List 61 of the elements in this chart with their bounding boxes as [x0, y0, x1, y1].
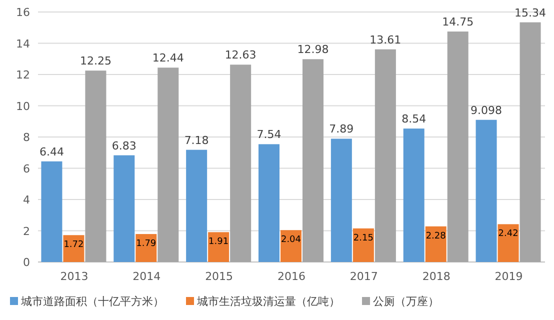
data-label: 1.72	[64, 240, 84, 250]
data-label: 12.25	[80, 54, 112, 68]
bar	[302, 59, 324, 262]
bar	[63, 235, 84, 262]
bar	[186, 150, 208, 262]
data-label: 15.34	[514, 6, 546, 20]
legend-label: 城市道路面积（十亿平方米）	[20, 295, 164, 308]
x-tick-label: 2017	[350, 270, 378, 283]
data-label: 13.61	[370, 33, 402, 46]
bar	[374, 49, 396, 262]
bar	[476, 120, 497, 262]
bar	[280, 230, 302, 262]
data-label: 8.54	[402, 112, 426, 126]
data-label: 14.75	[442, 16, 474, 29]
bar	[41, 161, 62, 262]
x-tick-label: 2019	[494, 270, 523, 283]
bar	[158, 68, 179, 262]
legend-label: 城市生活垃圾清运量（亿吨）	[196, 295, 340, 308]
y-tick-label: 14	[16, 37, 30, 50]
y-tick-label: 4	[23, 194, 30, 206]
bar	[520, 22, 541, 262]
data-label: 2.15	[353, 233, 374, 244]
y-tick-label: 10	[16, 100, 30, 113]
bar	[330, 138, 352, 262]
bar	[208, 232, 230, 262]
x-tick-label: 2013	[60, 270, 88, 283]
y-tick-label: 6	[23, 162, 30, 176]
bar	[403, 128, 424, 262]
data-label: 12.63	[224, 48, 256, 62]
y-tick-label: 0	[23, 256, 30, 269]
bar	[114, 155, 135, 262]
data-label: 2.28	[426, 231, 446, 242]
bar	[447, 32, 468, 262]
data-label: 7.54	[256, 128, 282, 142]
legend-label: 公厕（万座）	[373, 295, 439, 308]
x-tick-label: 2018	[422, 270, 450, 283]
x-tick-label: 2014	[132, 270, 161, 283]
bar	[258, 144, 280, 262]
data-label: 7.18	[184, 134, 209, 147]
bar	[136, 234, 157, 262]
x-tick-label: 2016	[278, 270, 306, 283]
y-tick-label: 2	[23, 224, 30, 238]
y-tick-label: 16	[16, 6, 30, 19]
data-label: 12.98	[297, 43, 329, 56]
data-label: 2.42	[498, 229, 518, 240]
x-tick-label: 2015	[205, 270, 234, 283]
bar	[425, 226, 446, 262]
data-label: 7.89	[329, 122, 354, 136]
bar	[498, 224, 519, 262]
bar	[85, 70, 106, 262]
y-tick-label: 8	[23, 131, 30, 144]
bar	[230, 64, 252, 262]
y-tick-label: 12	[16, 68, 30, 82]
data-label: 12.44	[152, 52, 184, 65]
data-label: 9.098	[470, 104, 502, 117]
data-label: 6.44	[39, 145, 64, 158]
data-label: 1.79	[136, 239, 156, 250]
bar	[352, 228, 374, 262]
data-label: 2.04	[280, 235, 302, 246]
data-label: 1.91	[208, 237, 229, 248]
data-label: 6.83	[112, 139, 136, 152]
